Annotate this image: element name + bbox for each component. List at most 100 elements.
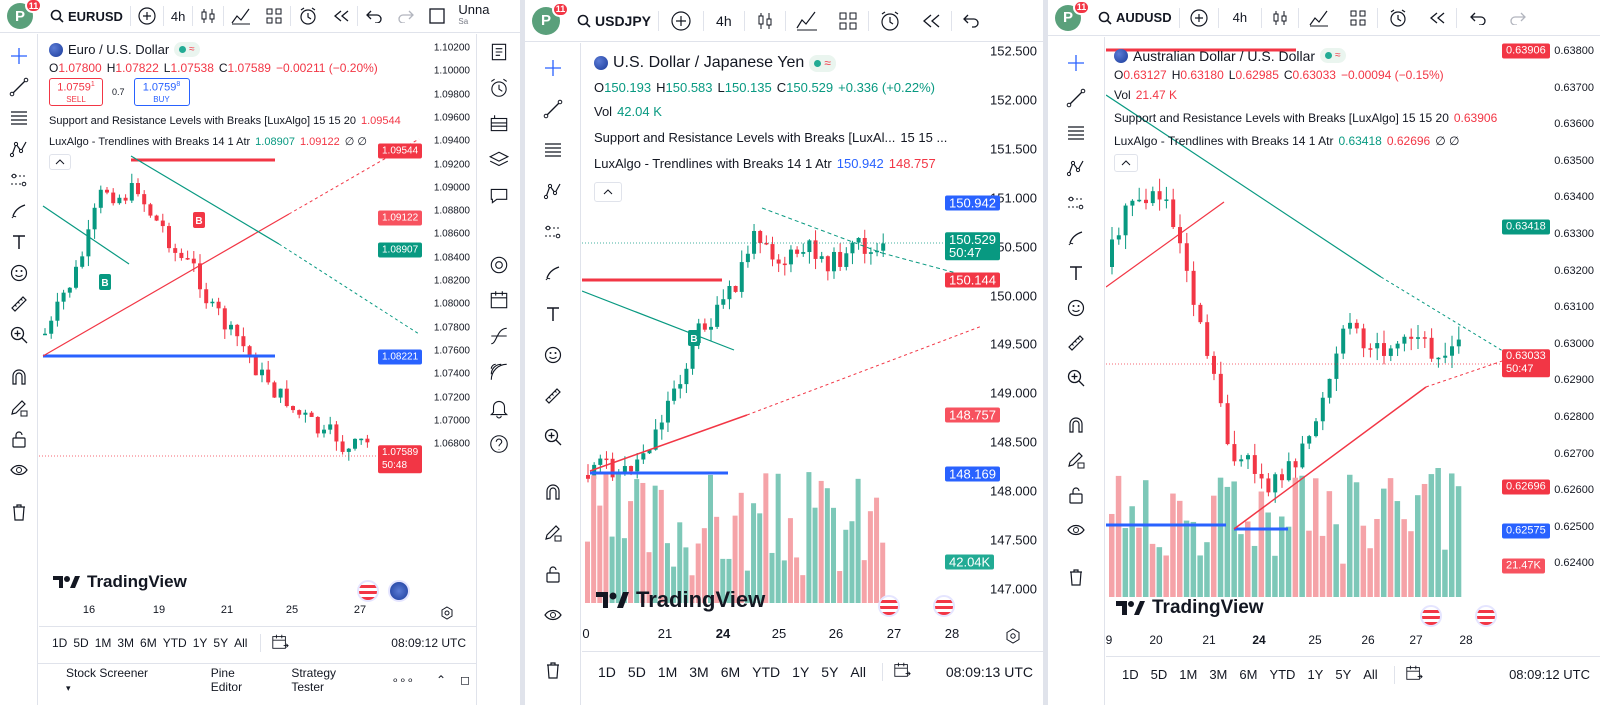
emoji-icon[interactable] bbox=[4, 257, 34, 288]
range-ytd[interactable]: YTD bbox=[1269, 667, 1296, 682]
tab-stock-screener[interactable]: Stock Screener ▾ bbox=[66, 666, 149, 693]
layout-name-button[interactable]: Unna Sa bbox=[458, 2, 490, 26]
eye-icon[interactable] bbox=[538, 594, 568, 635]
watchlist-icon[interactable] bbox=[484, 34, 514, 70]
eye-icon[interactable] bbox=[1061, 512, 1091, 547]
symbol-search-button[interactable]: AUDUSD bbox=[1091, 0, 1179, 36]
help-icon[interactable] bbox=[484, 426, 514, 462]
lock-icon[interactable] bbox=[4, 423, 34, 454]
compare-symbol-button[interactable] bbox=[131, 0, 163, 33]
sell-button[interactable]: 1.07591 SELL bbox=[49, 78, 103, 106]
price-chart[interactable]: B bbox=[582, 43, 1043, 651]
pattern-icon[interactable] bbox=[1061, 150, 1091, 185]
compare-symbol-button[interactable] bbox=[1180, 0, 1218, 36]
avatar[interactable]: P 11 bbox=[7, 0, 42, 29]
redo-button[interactable] bbox=[1499, 0, 1537, 36]
interval-button[interactable]: 4h bbox=[716, 12, 732, 29]
indicator-sr-levels[interactable]: Support and Resistance Levels with Break… bbox=[1114, 110, 1498, 125]
magnet-icon[interactable] bbox=[538, 471, 568, 512]
volume-legend[interactable]: Vol 21.47 K bbox=[1114, 88, 1178, 102]
indicators-button[interactable] bbox=[224, 0, 258, 33]
range-5y[interactable]: 5Y bbox=[213, 636, 229, 650]
range-1y[interactable]: 1Y bbox=[192, 636, 208, 650]
collapse-legend-button[interactable] bbox=[594, 182, 622, 202]
target-icon[interactable] bbox=[484, 214, 514, 282]
price-axis[interactable]: 1.10200 1.10000 1.09800 1.09600 1.09400 1.092… bbox=[376, 34, 476, 628]
ruler-icon[interactable] bbox=[538, 375, 568, 416]
text-icon[interactable] bbox=[4, 226, 34, 257]
timezone-clock[interactable]: 08:09:12 UTC bbox=[1509, 667, 1590, 682]
more-tabs-button[interactable]: ∘∘∘ bbox=[391, 673, 414, 687]
redo-button[interactable] bbox=[390, 0, 422, 33]
alert-button[interactable] bbox=[1378, 0, 1418, 36]
indicators-button[interactable] bbox=[786, 0, 828, 42]
chart-area[interactable]: B U.S. Dollar / Japanese Yen ≈ O150.193 H… bbox=[582, 43, 1043, 651]
range-5d[interactable]: 5D bbox=[627, 663, 646, 680]
range-1m[interactable]: 1M bbox=[1179, 667, 1198, 682]
range-ytd[interactable]: YTD bbox=[752, 663, 781, 680]
brush-icon[interactable] bbox=[4, 195, 34, 226]
ruler-icon[interactable] bbox=[4, 288, 34, 319]
chevron-up-icon[interactable]: ⌃ bbox=[435, 673, 447, 687]
range-1d[interactable]: 1D bbox=[1122, 667, 1139, 682]
range-3m[interactable]: 3M bbox=[689, 663, 709, 680]
pattern-icon[interactable] bbox=[538, 170, 568, 211]
calendar-icon[interactable] bbox=[484, 282, 514, 318]
crosshair-icon[interactable] bbox=[1061, 45, 1091, 80]
tab-pine-editor[interactable]: Pine Editor bbox=[210, 666, 243, 694]
trash-icon[interactable] bbox=[4, 496, 34, 527]
date-range-calendar-icon[interactable] bbox=[271, 633, 290, 654]
time-axis[interactable]: 0 21 24 25 26 27 28 bbox=[582, 626, 959, 648]
fullscreen-button[interactable] bbox=[422, 0, 452, 33]
interval-button[interactable]: 4h bbox=[1232, 10, 1248, 25]
indicators-button[interactable] bbox=[1299, 0, 1339, 36]
indicator-trendlines[interactable]: LuxAlgo - Trendlines with Breaks 14 1 At… bbox=[1114, 133, 1460, 148]
undo-button[interactable] bbox=[952, 0, 990, 42]
range-6m[interactable]: 6M bbox=[1239, 667, 1258, 682]
forecast-icon[interactable] bbox=[538, 211, 568, 252]
time-axis[interactable]: 16 19 21 25 27 bbox=[39, 604, 376, 626]
range-1d[interactable]: 1D bbox=[598, 663, 616, 680]
fib-icon[interactable] bbox=[1061, 115, 1091, 150]
crosshair-icon[interactable] bbox=[538, 47, 568, 88]
trendline-icon[interactable] bbox=[4, 71, 34, 102]
forecast-icon[interactable] bbox=[4, 164, 34, 195]
undo-button[interactable] bbox=[358, 0, 390, 33]
crosshair-icon[interactable] bbox=[4, 40, 34, 71]
pattern-icon[interactable] bbox=[4, 133, 34, 164]
range-1y[interactable]: 1Y bbox=[792, 663, 810, 680]
range-1m[interactable]: 1M bbox=[94, 636, 112, 650]
pencil-lock-icon[interactable] bbox=[538, 512, 568, 553]
tab-strategy-tester[interactable]: Strategy Tester bbox=[291, 666, 337, 694]
interval-button[interactable]: 4h bbox=[170, 8, 186, 24]
range-5d[interactable]: 5D bbox=[73, 636, 89, 650]
range-6m[interactable]: 6M bbox=[720, 663, 741, 680]
emoji-icon[interactable] bbox=[538, 334, 568, 375]
trendline-icon[interactable] bbox=[538, 88, 568, 129]
templates-button[interactable] bbox=[258, 0, 290, 33]
price-chart[interactable] bbox=[1106, 37, 1600, 634]
layers-icon[interactable] bbox=[484, 142, 514, 178]
maximize-icon[interactable]: ◻ bbox=[460, 673, 471, 687]
replay-button[interactable] bbox=[325, 0, 357, 33]
trash-icon[interactable] bbox=[1061, 559, 1091, 594]
price-axis[interactable]: 152.500 152.000 151.500 151.000 150.500 150.0… bbox=[943, 43, 1043, 651]
pencil-lock-icon[interactable] bbox=[1061, 442, 1091, 477]
ruler-icon[interactable] bbox=[1061, 325, 1091, 360]
buy-button[interactable]: 1.07598 BUY bbox=[133, 78, 190, 106]
bell-icon[interactable] bbox=[484, 390, 514, 426]
price-axis[interactable]: 0.63800 0.63700 0.63600 0.63500 0.63400 0.633… bbox=[1500, 37, 1600, 634]
lock-icon[interactable] bbox=[538, 553, 568, 594]
forecast-icon[interactable] bbox=[1061, 185, 1091, 220]
broadcast-icon[interactable] bbox=[484, 354, 514, 390]
data-window-icon[interactable] bbox=[484, 106, 514, 142]
alerts-clock-icon[interactable] bbox=[484, 70, 514, 106]
compare-symbol-button[interactable] bbox=[659, 0, 703, 42]
indicator-sr-levels[interactable]: Support and Resistance Levels with Break… bbox=[49, 114, 401, 127]
range-all[interactable]: All bbox=[850, 663, 866, 680]
range-5y[interactable]: 5Y bbox=[1335, 667, 1352, 682]
pencil-lock-icon[interactable] bbox=[4, 392, 34, 423]
settings-icon[interactable] bbox=[1005, 628, 1021, 649]
indicator-trendlines[interactable]: LuxAlgo - Trendlines with Breaks 14 1 At… bbox=[594, 155, 936, 171]
timezone-clock[interactable]: 08:09:12 UTC bbox=[391, 636, 466, 650]
